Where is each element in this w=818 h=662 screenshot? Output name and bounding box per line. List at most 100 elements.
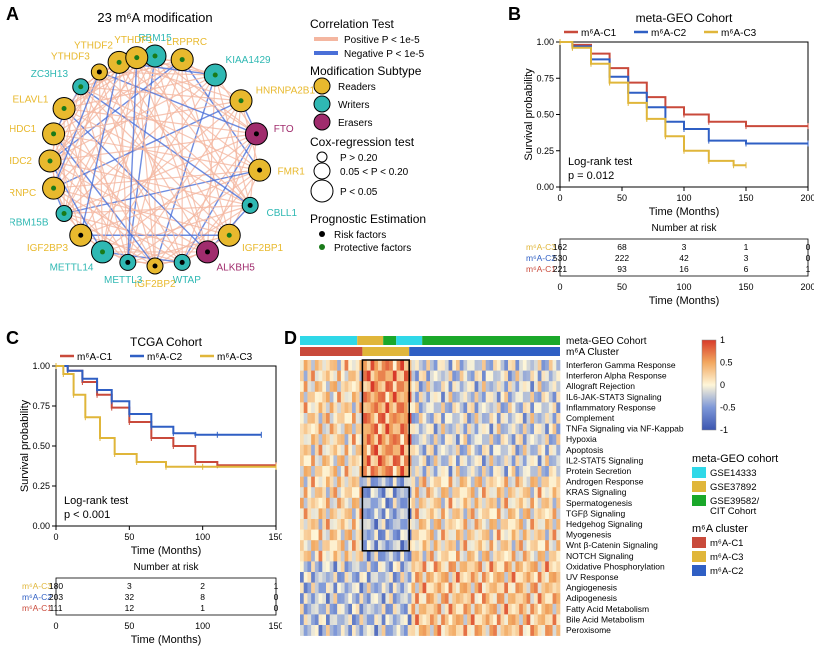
risk-value: 3: [682, 242, 687, 252]
risk-value: 111: [50, 603, 63, 613]
legend-swatch: [692, 467, 706, 478]
network-panel: 23 m⁶A modificationRBM15LRPPRCKIAA1429HN…: [10, 6, 500, 326]
pathway-label: Complement: [566, 413, 615, 423]
anno-seg: [362, 347, 409, 356]
risk-value: 6: [744, 264, 749, 274]
km-legend-item: m⁶A-C2: [147, 352, 183, 363]
gene-node-igf2bp1: [218, 224, 240, 246]
risk-xlabel: Time (Months): [131, 634, 202, 646]
pvalue-label: Log-rank test: [568, 156, 632, 168]
gene-node-hnrnpa2b1: [230, 90, 252, 112]
risk-title: Number at risk: [133, 562, 199, 573]
anno-seg: [357, 336, 383, 345]
gene-node-alkbh5: [197, 241, 219, 263]
legend-item: GSE14333: [710, 468, 756, 479]
ytick: 0.75: [536, 73, 554, 83]
pathway-label: Inflammatory Response: [566, 402, 656, 412]
risk-xtick: 50: [617, 282, 627, 292]
risk-value: 0: [274, 603, 279, 613]
legend-swatch: [692, 537, 706, 548]
risk-value: 1: [806, 264, 811, 274]
risk-xlabel: Time (Months): [649, 295, 720, 307]
legend-heading: Cox-regression test: [310, 135, 415, 149]
km-legend-item: m⁶A-C2: [651, 28, 687, 39]
gene-node-igf2bp2: [147, 258, 163, 274]
pathway-label: Angiogenesis: [566, 583, 617, 593]
risk-xtick: 200: [800, 282, 814, 292]
gene-label: IGF2BP1: [242, 243, 284, 254]
km-legend-item: m⁶A-C1: [581, 28, 617, 39]
risk-value: 1: [274, 581, 279, 591]
xtick: 100: [195, 532, 210, 542]
heatmap-cells: [300, 360, 560, 636]
ytick: 0.75: [32, 401, 50, 411]
legend-swatch: [692, 481, 706, 492]
panel-a-title: 23 m⁶A modification: [97, 10, 212, 25]
ytick: 0.25: [536, 146, 554, 156]
risk-row-label: m⁶A-C2: [526, 253, 556, 263]
gene-node-lrpprc: [171, 49, 193, 71]
pathway-label: NOTCH Signaling: [566, 551, 634, 561]
pathway-label: Hedgehog Signaling: [566, 519, 643, 529]
pathway-label: TGFβ Signaling: [566, 508, 625, 518]
ytick: 0.50: [536, 110, 554, 120]
risk-row-label: m⁶A-C2: [22, 592, 52, 602]
pvalue: p < 0.001: [64, 509, 110, 521]
risk-value: 1: [744, 242, 749, 252]
gene-node-igf2bp3: [70, 224, 92, 246]
gene-label: IGF2BP3: [27, 243, 69, 254]
km-curve: [56, 366, 276, 465]
gene-node-fmr1: [249, 159, 271, 181]
pathway-label: Spermatogenesis: [566, 498, 632, 508]
anno-seg: [396, 336, 422, 345]
gene-node-fto: [245, 123, 267, 145]
km-legend-item: m⁶A-C1: [77, 352, 113, 363]
gene-node-ythdf3: [91, 64, 107, 80]
gene-node-hnrnpc: [43, 177, 65, 199]
pathway-label: TNFa Signaling via NF-Kappab: [566, 424, 684, 434]
anno-seg: [383, 336, 396, 345]
legend-swatch: [692, 495, 706, 506]
colorbar-tick: 0: [720, 380, 725, 390]
risk-value: 222: [615, 253, 629, 263]
pathway-label: Wnt β-Catenin Signaling: [566, 540, 658, 550]
risk-value: 530: [553, 253, 567, 263]
anno-label: meta-GEO Cohort: [566, 336, 647, 347]
xtick: 50: [617, 193, 627, 203]
ytick: 0.00: [536, 182, 554, 192]
risk-value: 0: [806, 253, 811, 263]
legend-item: Writers: [338, 100, 369, 111]
km-legend-item: m⁶A-C3: [217, 352, 253, 363]
km-legend-item: m⁶A-C3: [721, 28, 757, 39]
risk-value: 3: [744, 253, 749, 263]
xlabel: Time (Months): [131, 545, 202, 557]
pathway-label: IL6-JAK-STAT3 Signaling: [566, 392, 662, 402]
risk-xtick: 100: [195, 621, 210, 631]
gene-label: WTAP: [173, 275, 201, 286]
gene-label: FTO: [274, 124, 294, 135]
colorbar-tick: -1: [720, 425, 728, 435]
pathway-label: Adipogenesis: [566, 593, 617, 603]
gene-label: ELAVL1: [13, 95, 49, 106]
risk-xtick: 0: [557, 282, 562, 292]
risk-value: 3: [127, 581, 132, 591]
ytick: 0.50: [32, 441, 50, 451]
pathway-label: Allograft Rejection: [566, 381, 635, 391]
risk-value: 42: [679, 253, 689, 263]
pathway-label: Hypoxia: [566, 434, 597, 444]
legend-item: Protective factors: [334, 243, 411, 254]
gene-label: YTHDC2: [10, 156, 32, 167]
gene-label: RBM15B: [10, 218, 49, 229]
anno-seg: [300, 347, 362, 356]
risk-value: 203: [49, 592, 63, 602]
ytick: 0.25: [32, 481, 50, 491]
gene-node-elavl1: [53, 98, 75, 120]
gene-label: CBLL1: [266, 208, 297, 219]
ytick: 1.00: [536, 37, 554, 47]
pvalue-label: Log-rank test: [64, 495, 128, 507]
km-panel-b: meta-GEO Cohortm⁶A-C1m⁶A-C2m⁶A-C30501001…: [518, 8, 814, 308]
risk-xtick: 0: [53, 621, 58, 631]
risk-value: 162: [553, 242, 567, 252]
legend-item: 0.05 < P < 0.20: [340, 167, 409, 178]
legend-item: m⁶A-C3: [710, 552, 743, 563]
